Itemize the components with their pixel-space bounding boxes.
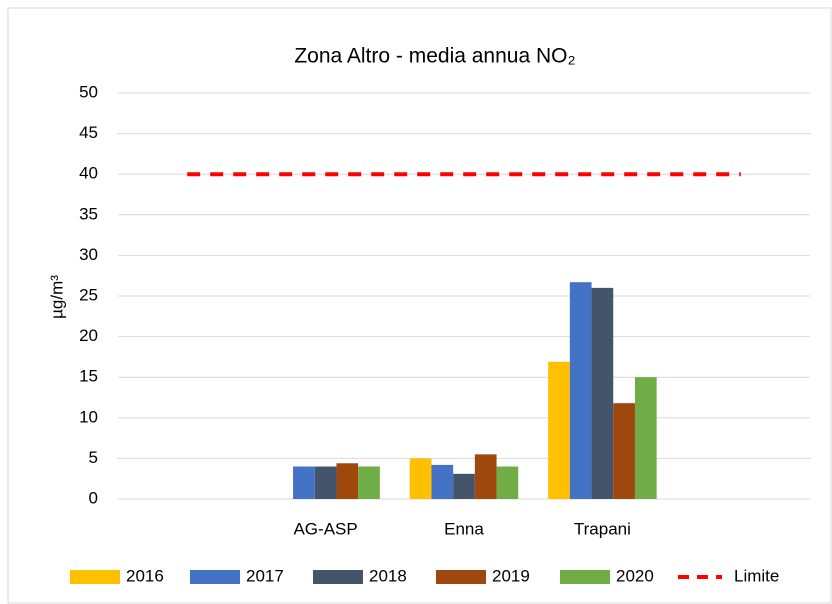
- y-tick-label: 30: [79, 245, 98, 264]
- legend-label: 2020: [616, 566, 654, 585]
- bar: [569, 282, 592, 499]
- legend-swatch: [560, 570, 610, 584]
- y-tick-label: 0: [89, 488, 98, 507]
- bar: [613, 403, 635, 499]
- legend-label: 2016: [126, 566, 164, 585]
- bar: [591, 287, 614, 499]
- bar: [336, 463, 359, 499]
- y-tick-label: 50: [79, 82, 98, 101]
- y-tick-label: 40: [79, 164, 98, 183]
- bar: [453, 473, 475, 499]
- bar: [431, 464, 454, 499]
- y-tick-label: 5: [89, 448, 98, 467]
- legend-swatch: [313, 570, 363, 584]
- legend-label: Limite: [734, 566, 779, 585]
- y-axis-label: µg/m³: [47, 275, 66, 319]
- legend-label: 2018: [369, 566, 407, 585]
- bar: [409, 458, 432, 499]
- bar: [474, 454, 497, 499]
- chart-title: Zona Altro - media annua NO₂: [294, 45, 575, 68]
- bar: [634, 377, 657, 499]
- y-tick-label: 35: [79, 204, 98, 223]
- chart-border: [7, 7, 832, 604]
- bar: [496, 466, 519, 499]
- x-tick-label: AG-ASP: [293, 519, 357, 538]
- y-tick-label: 15: [79, 367, 98, 386]
- legend-swatch: [436, 570, 486, 584]
- x-tick-label: Enna: [444, 519, 484, 538]
- bar: [548, 361, 570, 499]
- legend-swatch: [190, 570, 240, 584]
- bar: [358, 466, 380, 499]
- y-tick-label: 25: [79, 285, 98, 304]
- y-tick-label: 45: [79, 123, 98, 142]
- legend-swatch: [70, 570, 120, 584]
- legend-label: 2017: [246, 566, 284, 585]
- y-tick-label: 20: [79, 326, 98, 345]
- y-tick-label: 10: [79, 407, 98, 426]
- bar: [293, 466, 315, 499]
- legend-label: 2019: [492, 566, 530, 585]
- bar: [314, 466, 337, 499]
- x-tick-label: Trapani: [574, 519, 631, 538]
